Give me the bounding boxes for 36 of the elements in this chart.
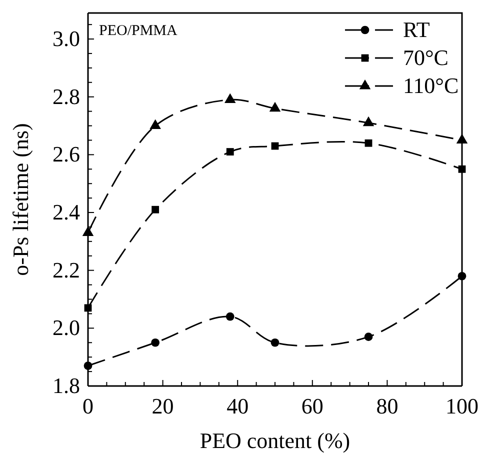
y-tick-label: 2.2 xyxy=(52,257,80,282)
point xyxy=(458,272,466,280)
y-tick-label: 2.0 xyxy=(52,315,80,340)
x-tick-label: 0 xyxy=(82,394,94,419)
point xyxy=(151,338,160,347)
x-tick-label: 20 xyxy=(152,394,174,419)
x-tick-label: 100 xyxy=(446,394,478,419)
point xyxy=(224,93,236,103)
point xyxy=(362,116,374,126)
y-tick-label: 3.0 xyxy=(52,26,80,52)
point xyxy=(150,119,161,130)
point xyxy=(458,165,466,173)
point xyxy=(226,312,234,321)
legend-label: 110°C xyxy=(403,73,459,98)
legend-label: RT xyxy=(403,17,430,42)
point xyxy=(84,362,92,370)
point xyxy=(226,148,234,156)
point xyxy=(269,102,281,112)
point xyxy=(82,226,94,236)
point xyxy=(152,206,160,214)
point xyxy=(84,304,92,312)
point xyxy=(364,139,372,147)
x-tick-label: 40 xyxy=(226,394,249,419)
legend-label: 70°C xyxy=(403,45,448,70)
y-tick-label: 2.6 xyxy=(52,142,80,167)
annotation: PEO/PMMA xyxy=(99,23,178,39)
point xyxy=(456,134,468,144)
x-tick-label: 60 xyxy=(301,394,324,419)
y-axis-title: o-Ps lifetime (ns) xyxy=(8,123,33,276)
point xyxy=(270,338,280,347)
y-tick-label: 2.8 xyxy=(52,84,80,109)
y-tick-label: 2.4 xyxy=(52,200,80,225)
y-tick-label: 1.8 xyxy=(52,373,80,398)
x-axis-title: PEO content (%) xyxy=(200,428,350,453)
x-tick-label: 80 xyxy=(376,394,398,419)
point xyxy=(364,332,373,342)
